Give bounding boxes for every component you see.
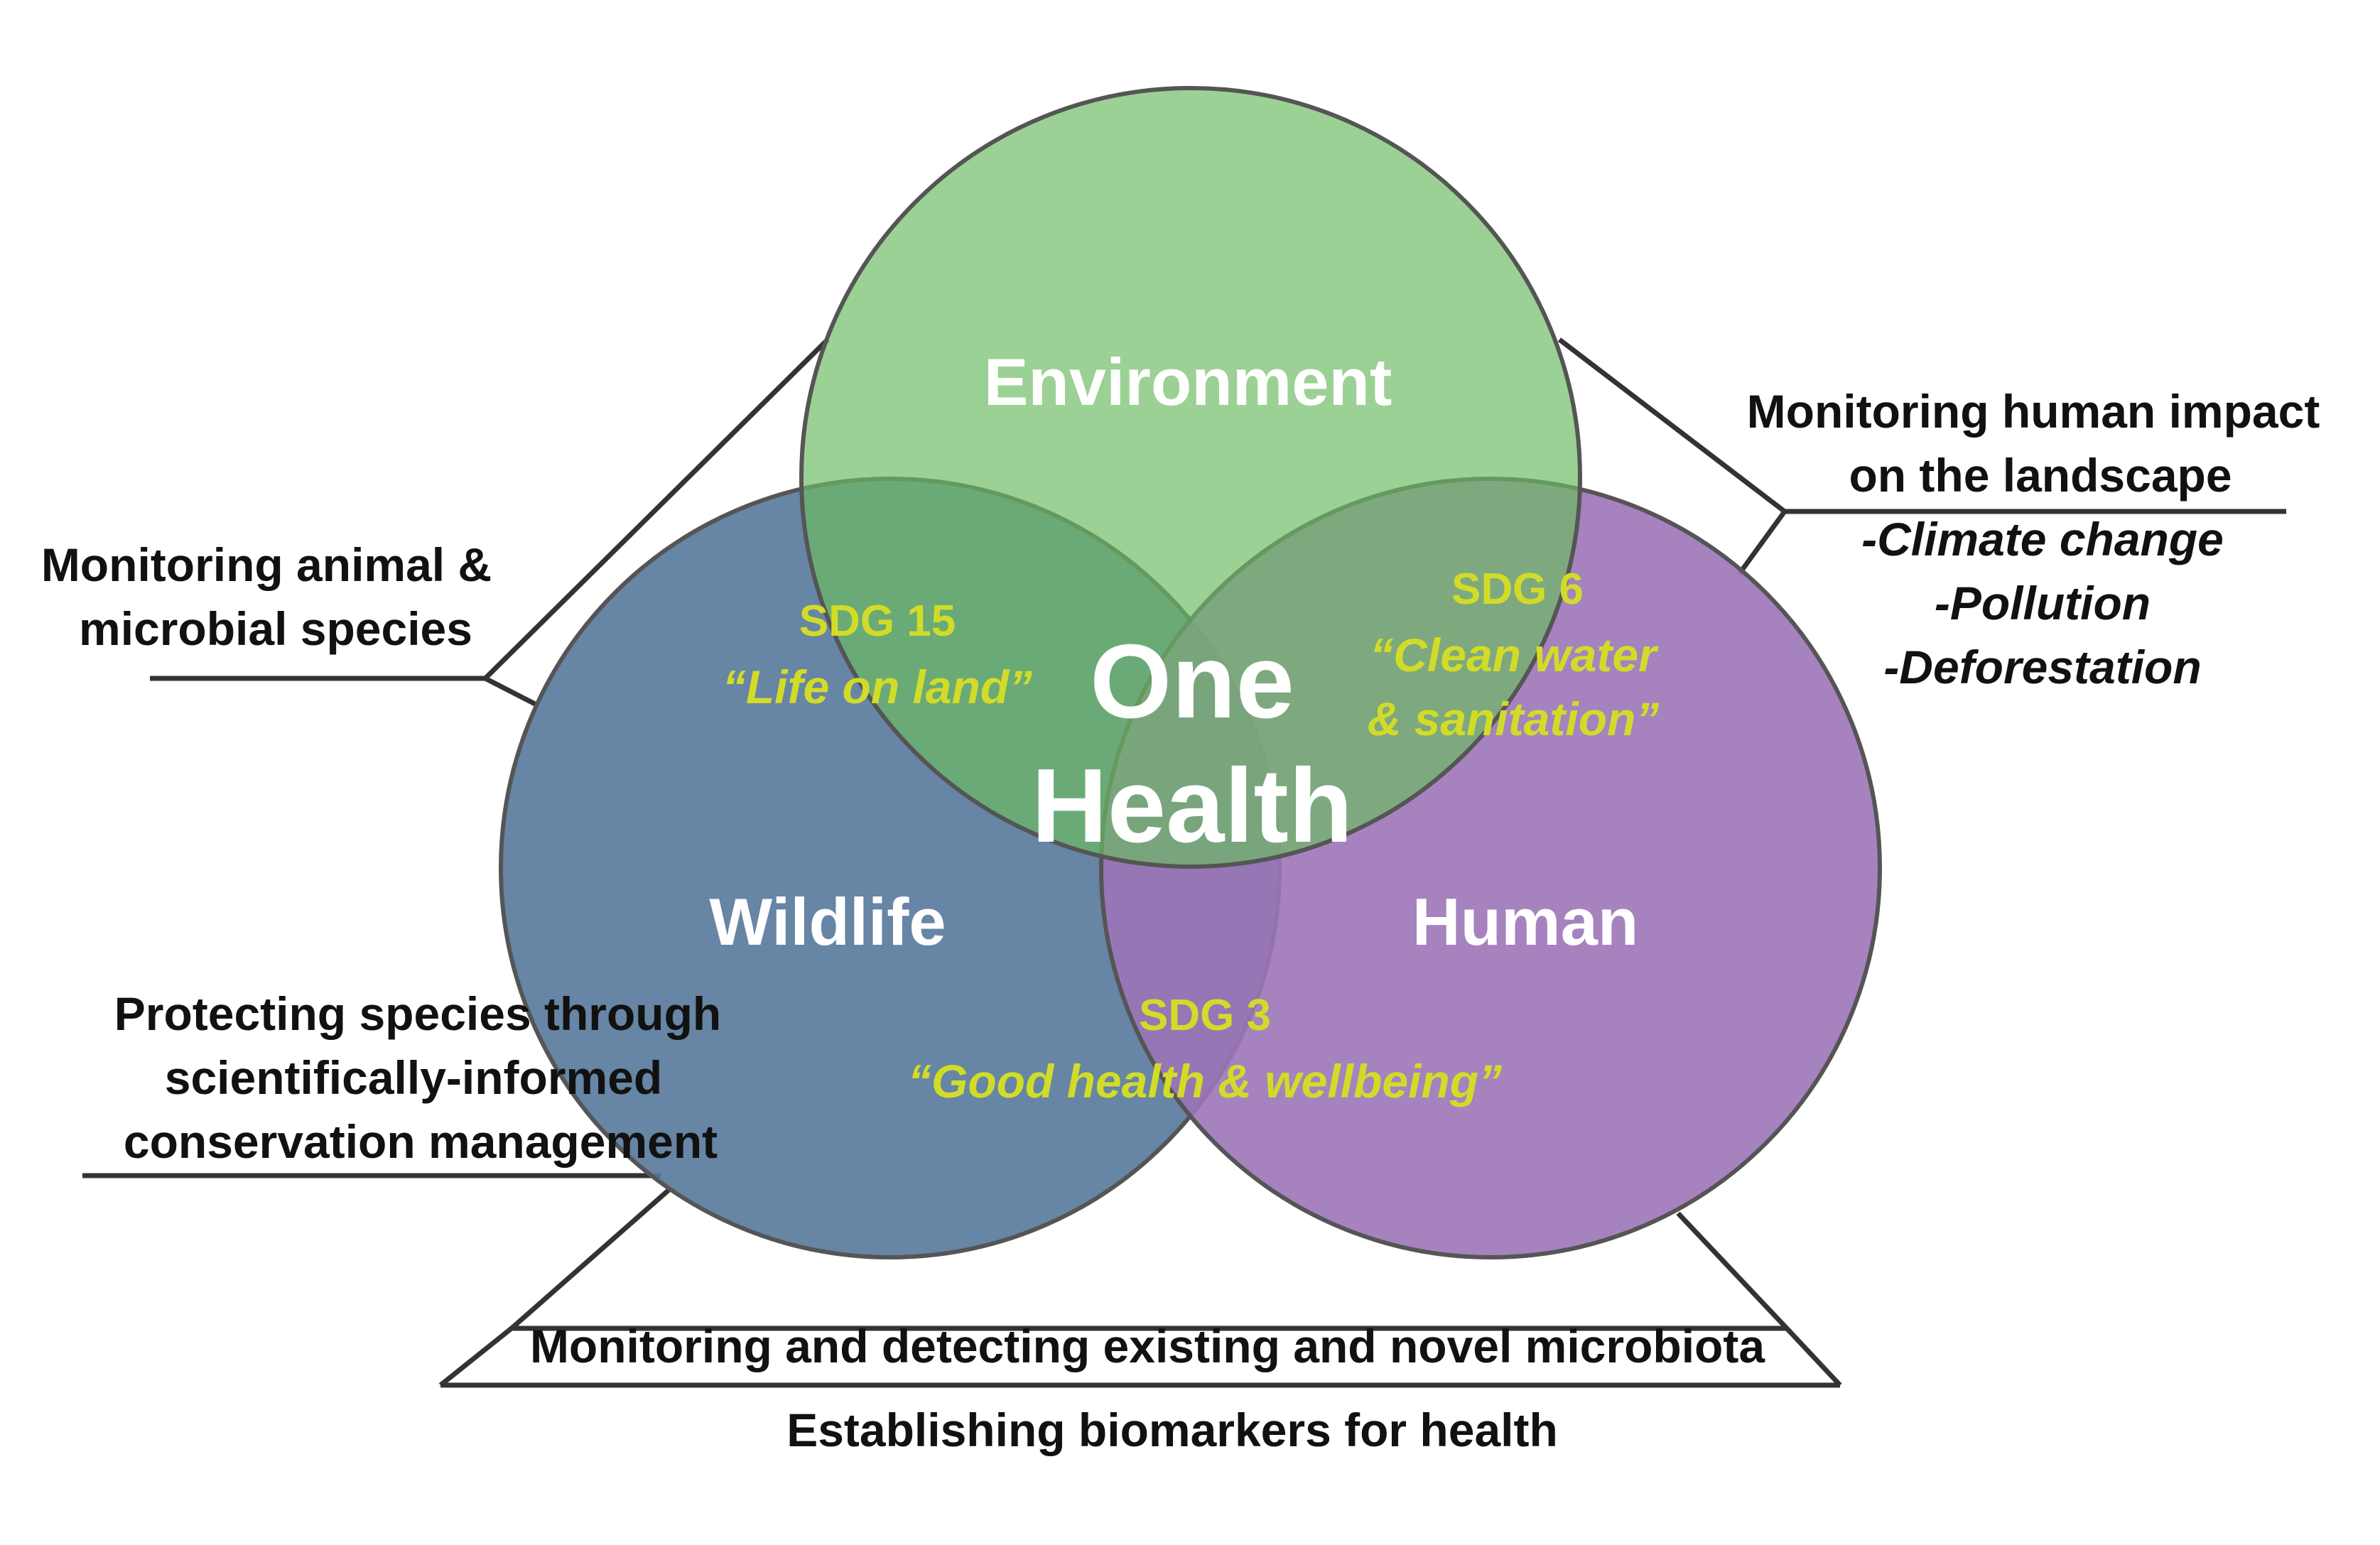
annotation-right-top-item-climate: -Climate change (1861, 513, 2224, 565)
sdg6-title: SDG 6 (1451, 565, 1584, 614)
annotation-right-top-item-deforestation: -Deforestation (1883, 641, 2201, 693)
annotation-left-bottom-line1: Protecting species through (114, 987, 721, 1040)
annotation-right-top-line1: Monitoring human impact (1747, 385, 2320, 438)
sdg6-quote-line1: “Clean water (1370, 629, 1659, 681)
leader-bottom-right-end (1785, 1326, 1842, 1387)
wildlife-label: Wildlife (709, 884, 946, 959)
sdg3-title: SDG 3 (1139, 991, 1271, 1040)
sdg3-quote: “Good health & wellbeing” (908, 1055, 1502, 1107)
annotation-left-bottom-line2: scientifically-informed (165, 1051, 663, 1104)
annotation-bottom-line1: Monitoring and detecting existing and no… (530, 1320, 1765, 1372)
annotation-bottom-line2: Establishing biomarkers for health (786, 1404, 1558, 1456)
leader-right-top-tick (1737, 509, 1787, 576)
leader-left-top-tick (484, 676, 538, 708)
annotation-left-top-line1: Monitoring animal & (41, 538, 492, 591)
environment-circle (799, 86, 1582, 869)
sdg6-quote-line2: & sanitation” (1368, 693, 1660, 745)
one-health-line2: Health (1032, 747, 1353, 864)
one-health-line1: One (1090, 623, 1294, 740)
sdg15-quote: “Life on land” (723, 661, 1032, 713)
sdg15-title: SDG 15 (799, 597, 956, 646)
annotation-left-top-line2: microbial species (79, 602, 472, 655)
leader-bottom-bracket (504, 1186, 1793, 1331)
annotation-right-top-item-pollution: -Pollution (1935, 577, 2151, 629)
human-label: Human (1412, 884, 1639, 959)
annotation-right-top-line2: on the landscape (1849, 449, 2232, 502)
leader-bottom-left-end (438, 1326, 514, 1387)
environment-label: Environment (984, 345, 1392, 419)
leader-lines (82, 337, 2286, 1388)
annotation-left-bottom-line3: conservation management (124, 1115, 718, 1168)
